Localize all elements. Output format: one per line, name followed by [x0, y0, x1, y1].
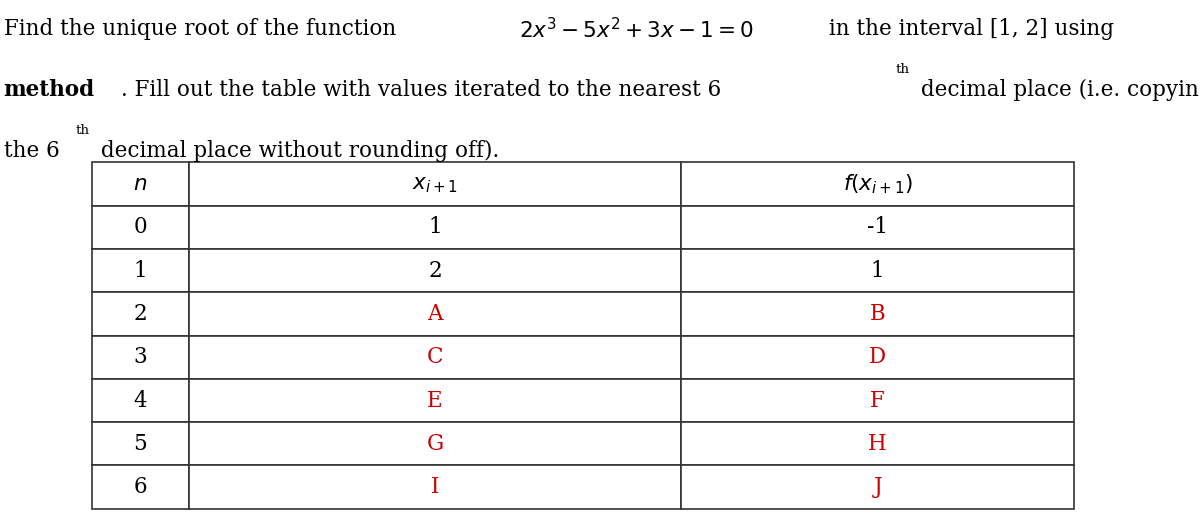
Text: G: G — [426, 433, 444, 455]
Bar — [682, 422, 1074, 466]
Text: 3: 3 — [133, 346, 148, 368]
Text: J: J — [874, 476, 882, 498]
Bar — [682, 162, 1074, 205]
Text: H: H — [869, 433, 887, 455]
Bar — [188, 205, 682, 249]
Bar — [188, 336, 682, 379]
Text: I: I — [431, 476, 439, 498]
Text: 2: 2 — [428, 260, 442, 282]
Text: 4: 4 — [133, 389, 148, 411]
Text: Find the unique root of the function: Find the unique root of the function — [4, 18, 403, 40]
Bar — [92, 249, 188, 292]
Bar — [92, 292, 188, 336]
Text: decimal place without rounding off).: decimal place without rounding off). — [94, 140, 499, 162]
Bar — [682, 336, 1074, 379]
Text: method: method — [4, 79, 95, 101]
Bar — [682, 379, 1074, 422]
Text: 2: 2 — [133, 303, 148, 325]
Text: th: th — [895, 63, 910, 76]
Bar — [188, 162, 682, 205]
Text: . Fill out the table with values iterated to the nearest 6: . Fill out the table with values iterate… — [121, 79, 721, 101]
Text: F: F — [870, 389, 886, 411]
Text: 0: 0 — [133, 216, 148, 238]
Text: D: D — [869, 346, 887, 368]
Bar — [92, 466, 188, 509]
Bar — [188, 466, 682, 509]
Bar — [92, 162, 188, 205]
Text: E: E — [427, 389, 443, 411]
Text: 1: 1 — [133, 260, 148, 282]
Text: $x_{i+1}$: $x_{i+1}$ — [412, 173, 458, 195]
Text: 1: 1 — [428, 216, 442, 238]
Text: decimal place (i.e. copying up to: decimal place (i.e. copying up to — [914, 79, 1200, 101]
Text: 5: 5 — [133, 433, 148, 455]
Text: A: A — [427, 303, 443, 325]
Bar — [188, 422, 682, 466]
Text: $2x^3 - 5x^2 + 3x - 1 = 0$: $2x^3 - 5x^2 + 3x - 1 = 0$ — [518, 18, 754, 43]
Text: $f(x_{i+1})$: $f(x_{i+1})$ — [842, 172, 913, 196]
Text: B: B — [870, 303, 886, 325]
Text: C: C — [427, 346, 443, 368]
Bar — [92, 336, 188, 379]
Text: 1: 1 — [871, 260, 884, 282]
Bar — [682, 205, 1074, 249]
Text: th: th — [76, 124, 90, 137]
Bar — [188, 292, 682, 336]
Text: in the interval [1, 2] using: in the interval [1, 2] using — [822, 18, 1121, 40]
Bar — [92, 205, 188, 249]
Bar — [682, 292, 1074, 336]
Bar — [682, 249, 1074, 292]
Bar — [188, 379, 682, 422]
Bar — [92, 379, 188, 422]
Text: -1: -1 — [868, 216, 888, 238]
Bar — [92, 422, 188, 466]
Text: the 6: the 6 — [4, 140, 59, 162]
Text: 6: 6 — [133, 476, 148, 498]
Text: $n$: $n$ — [133, 173, 148, 195]
Bar — [682, 466, 1074, 509]
Bar — [188, 249, 682, 292]
